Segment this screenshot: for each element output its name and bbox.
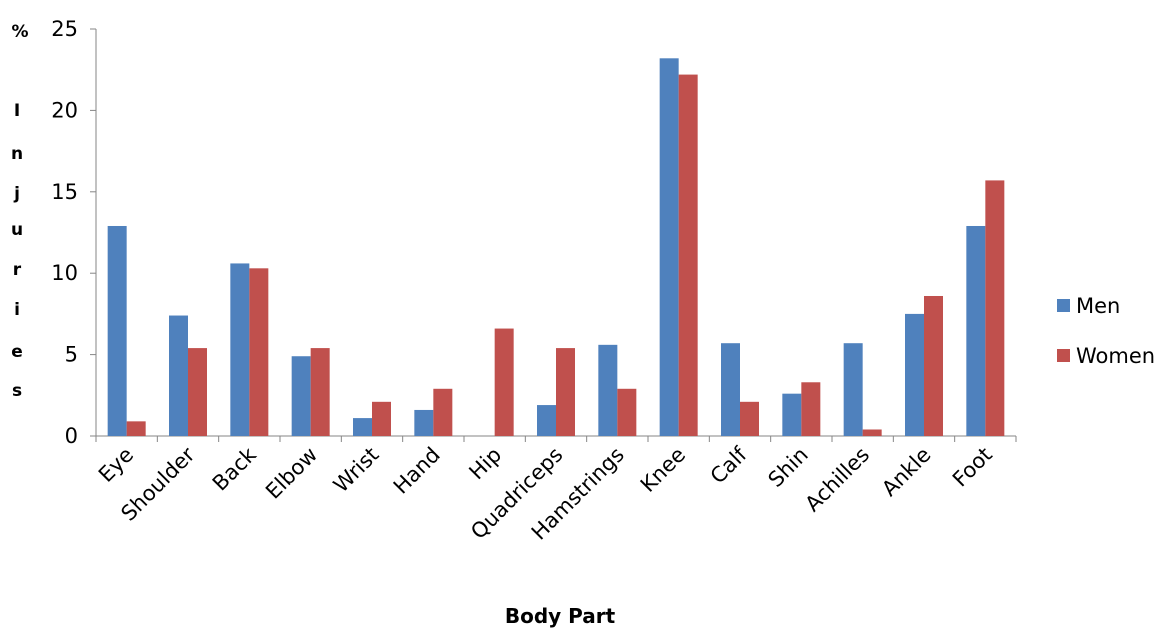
y-axis-label-char: s [12, 381, 22, 401]
bar-men-ankle [905, 313, 924, 436]
bar-men-back [230, 263, 250, 436]
chart-bars [107, 58, 1005, 437]
y-axis-label-char: j [13, 184, 20, 204]
legend-label-women: Women [1076, 344, 1155, 368]
bar-men-shin [782, 393, 802, 436]
bar-men-knee [659, 58, 679, 436]
bar-men-foot [966, 225, 986, 436]
bar-men-hand [414, 409, 434, 436]
y-axis-label-char: n [11, 144, 23, 164]
bar-men-calf [721, 343, 740, 436]
x-tick-label-foot: Foot [948, 443, 997, 492]
x-tick-label-hand: Hand [389, 443, 445, 499]
bar-women-foot [985, 180, 1005, 436]
x-tick-label-shin: Shin [764, 443, 813, 492]
bar-women-hip [494, 328, 514, 436]
x-axis-label: Body Part [505, 604, 616, 628]
bar-women-shoulder [188, 348, 207, 436]
x-tick-label-ankle: Ankle [877, 443, 935, 501]
x-tick-label-hip: Hip [465, 443, 507, 485]
bar-men-shoulder [169, 315, 188, 436]
legend-label-men: Men [1076, 294, 1120, 318]
y-axis-label-char: e [11, 342, 23, 362]
bar-women-ankle [924, 295, 943, 436]
bar-women-eye [126, 421, 146, 436]
bar-men-elbow [291, 356, 311, 436]
bar-men-achilles [843, 343, 863, 436]
y-axis-label-char: u [11, 220, 23, 240]
bar-women-shin [801, 382, 821, 436]
legend-swatch-men [1057, 299, 1070, 312]
bar-women-quadriceps [556, 348, 575, 436]
bar-women-calf [740, 401, 759, 436]
x-tick-label-eye: Eye [94, 443, 138, 487]
y-tick-label: 15 [51, 180, 78, 204]
x-tick-label-achilles: Achilles [801, 443, 875, 517]
x-tick-label-back: Back [208, 442, 262, 496]
y-tick-label: 20 [51, 98, 78, 122]
bar-men-eye [107, 225, 127, 436]
bar-men-hamstrings [598, 344, 618, 436]
y-tick-label: 10 [51, 261, 78, 285]
y-tick-label: 5 [65, 343, 78, 367]
y-tick-label: 0 [65, 424, 78, 448]
y-axis-label-char: i [14, 300, 20, 320]
chart-legend: Men Women [1057, 294, 1155, 368]
bar-women-hand [433, 388, 453, 436]
bar-women-knee [678, 74, 698, 437]
legend-swatch-women [1057, 349, 1070, 362]
bar-women-hamstrings [617, 388, 637, 436]
y-tick-label: 25 [51, 17, 78, 41]
bar-women-back [249, 268, 269, 436]
bar-women-achilles [862, 429, 882, 436]
x-tick-label-calf: Calf [706, 442, 752, 488]
y-axis-label-char: I [14, 101, 20, 121]
y-axis-ticks: 0 5 10 15 20 25 [51, 17, 96, 448]
x-tick-label-knee: Knee [636, 443, 690, 497]
x-tick-label-wrist: Wrist [329, 443, 384, 498]
bar-men-wrist [353, 418, 372, 436]
y-axis-label-percent: % [11, 22, 28, 42]
y-axis-label-char: r [13, 260, 22, 280]
bar-women-elbow [310, 348, 330, 436]
bar-women-wrist [372, 401, 391, 436]
bar-men-quadriceps [537, 405, 556, 436]
x-tick-label-elbow: Elbow [261, 443, 322, 504]
